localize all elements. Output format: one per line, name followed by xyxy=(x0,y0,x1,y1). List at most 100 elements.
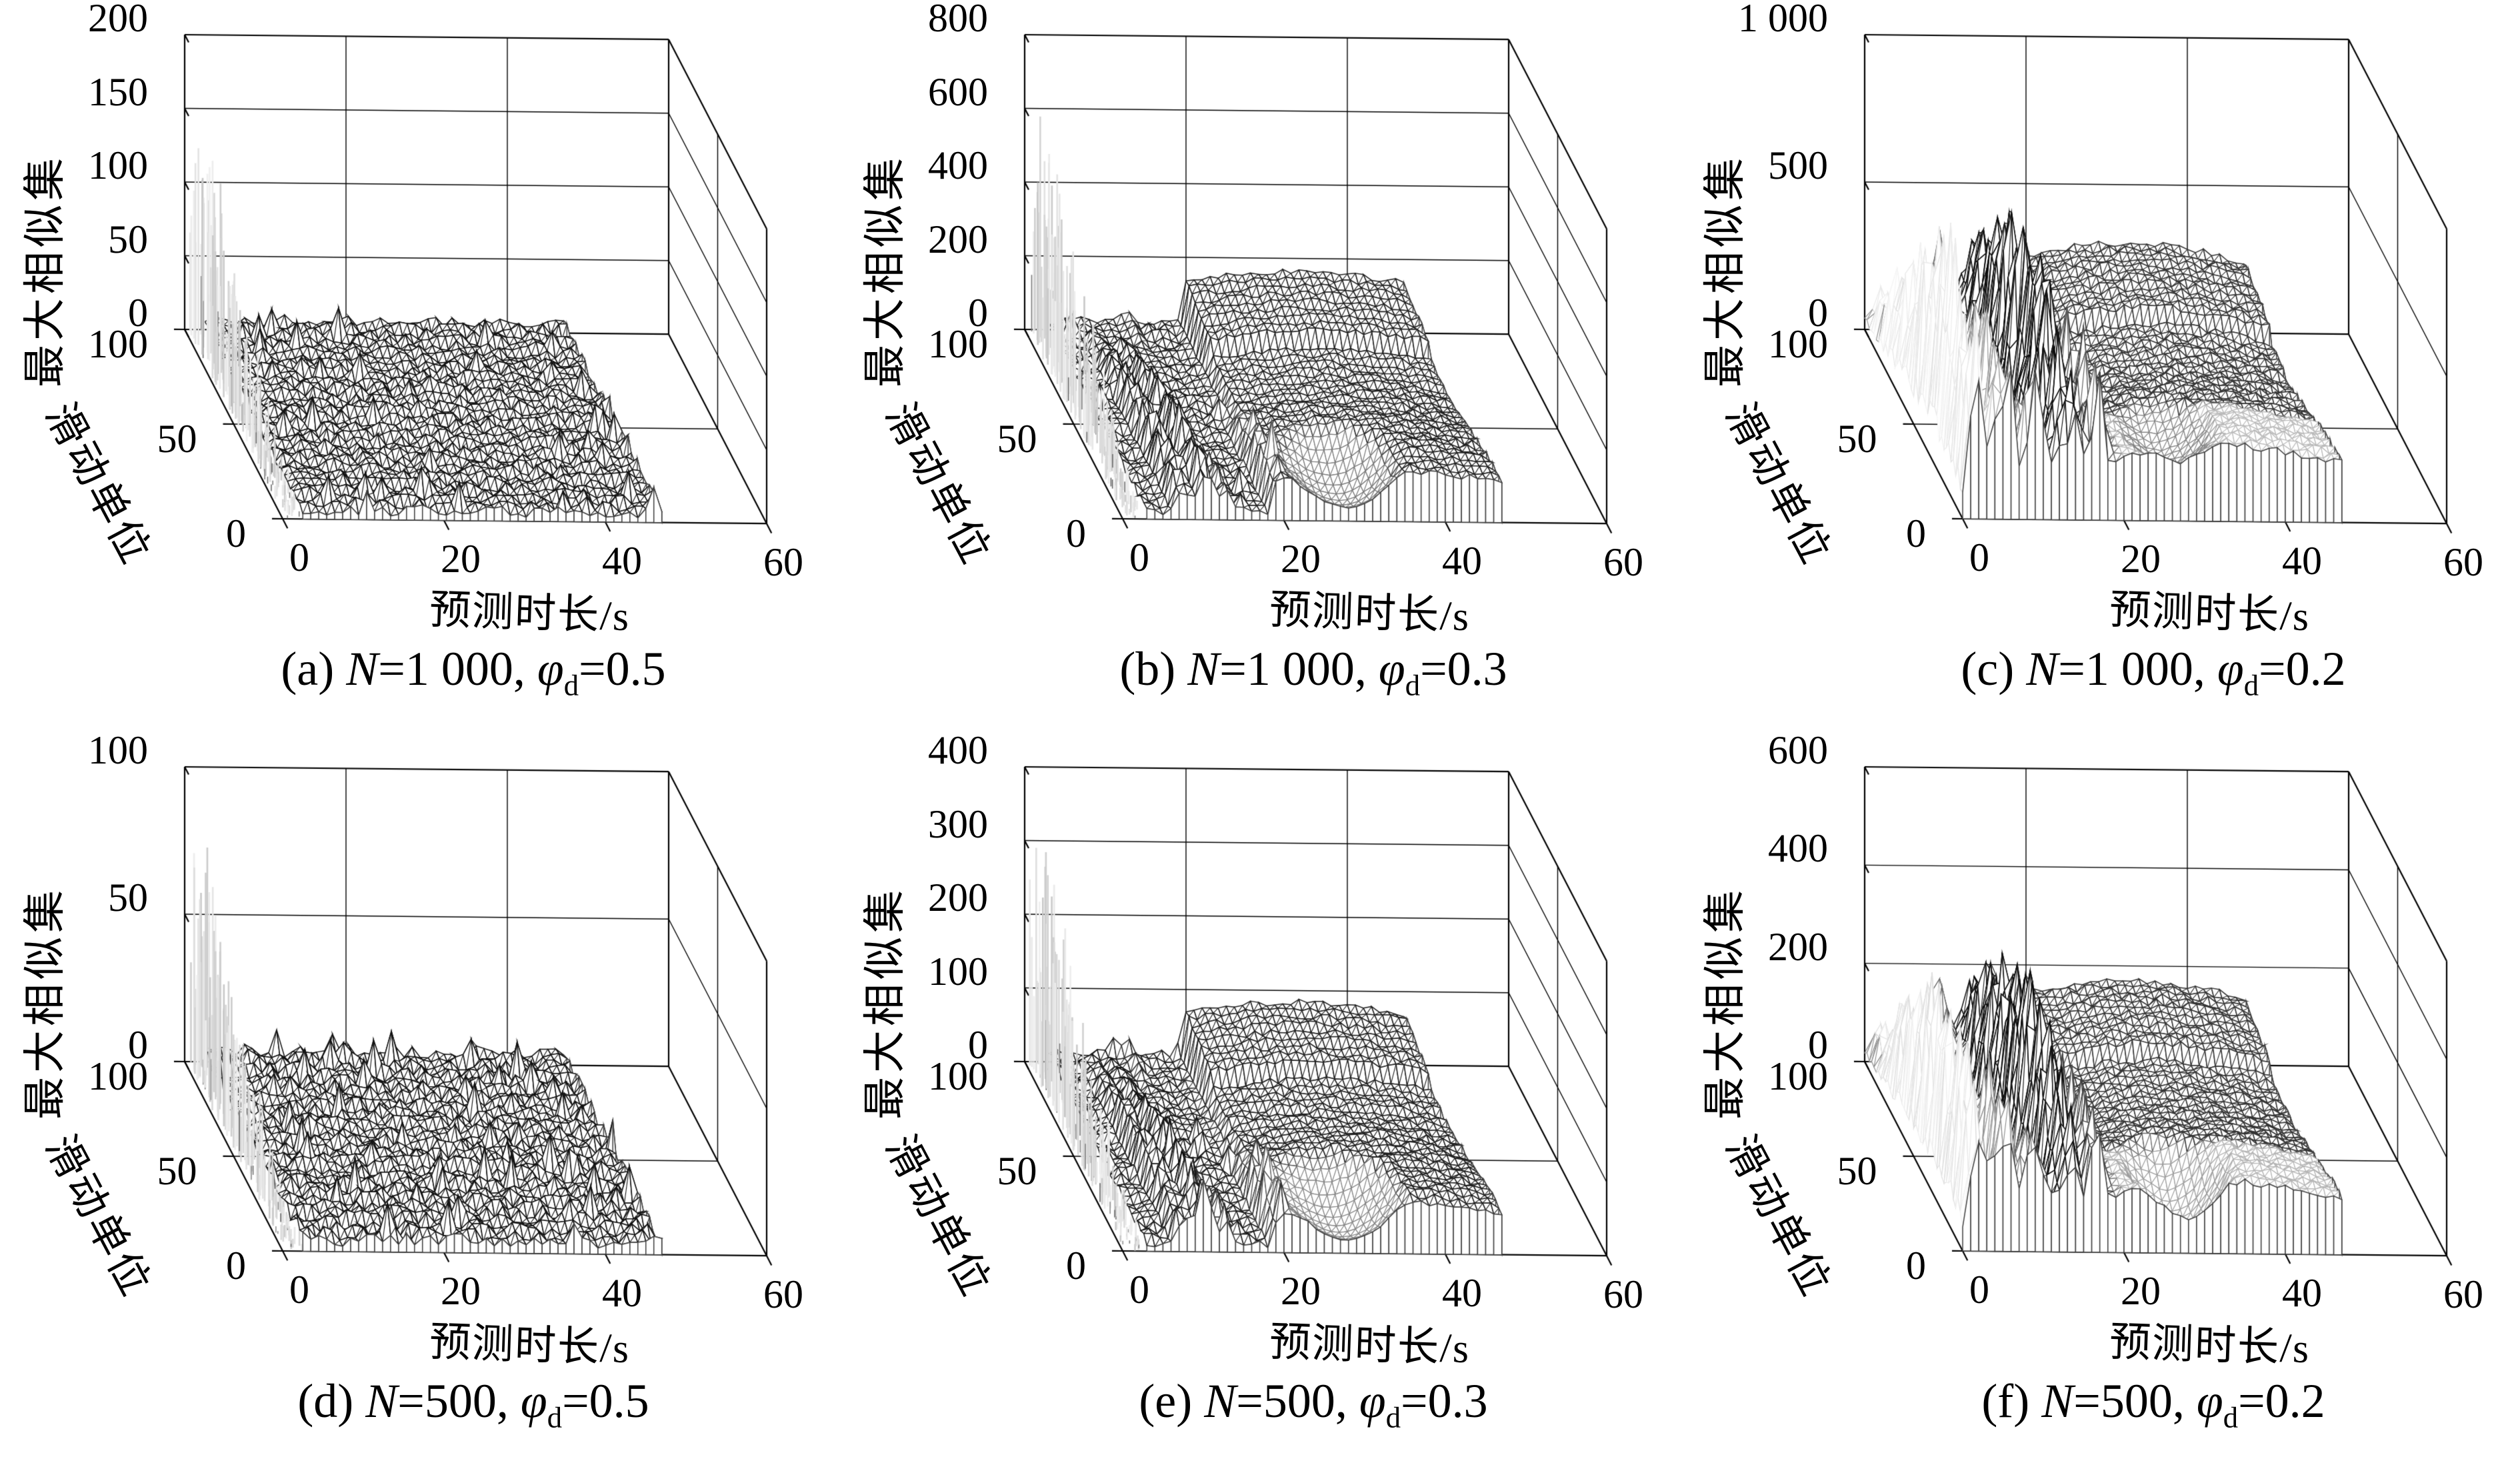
subplot-caption: (d) N=500, φd=0.5 xyxy=(297,1374,649,1434)
z-tick-label: 200 xyxy=(1768,924,1828,969)
z-tick-label: 600 xyxy=(1768,732,1828,772)
caption-var-n: N xyxy=(1187,642,1220,695)
z-tick-label: 400 xyxy=(1768,826,1828,871)
surface-plot-canvas xyxy=(0,0,840,707)
z-tick-label: 1 000 xyxy=(1738,0,1828,40)
z-tick-label: 100 xyxy=(88,143,148,187)
caption-var-phi: φ xyxy=(537,642,564,695)
subplot-c: 0 20 40 60 0 50 100 0 500 1 000 最大相似集 滑动单位 预测时长/s… xyxy=(1680,0,2520,732)
z-tick-label: 300 xyxy=(928,802,988,846)
caption-var-phi: φ xyxy=(2217,642,2244,695)
y-tick-label: 100 xyxy=(88,322,148,366)
z-tick-label: 200 xyxy=(928,876,988,920)
x-tick-label: 40 xyxy=(2282,1270,2322,1315)
surface-plot-canvas xyxy=(1680,732,2520,1439)
subplot-caption: (f) N=500, φd=0.2 xyxy=(1981,1374,2325,1434)
subplot-f: 0 20 40 60 0 50 100 0 200 400 600 最大相似集 滑动单位 预测时长/… xyxy=(1680,732,2520,1465)
x-tick-label: 60 xyxy=(1603,540,1643,585)
z-tick-label: 50 xyxy=(108,876,148,920)
subplot-caption: (c) N=1 000, φd=0.2 xyxy=(1961,642,2346,702)
y-tick-label: 0 xyxy=(1906,511,1926,555)
y-tick-label: 50 xyxy=(157,417,197,461)
caption-phi-subscript: d xyxy=(2243,668,2259,702)
subplot-d: 0 20 40 60 0 50 100 0 50 100 最大相似集 滑动单位 预测时长/s (d… xyxy=(0,732,840,1465)
z-tick-label: 0 xyxy=(1808,1023,1828,1067)
caption-index: (d) xyxy=(297,1374,366,1428)
caption-var-n: N xyxy=(1204,1374,1237,1428)
z-tick-label: 50 xyxy=(108,217,148,261)
x-tick-label: 20 xyxy=(441,1269,481,1314)
y-tick-label: 100 xyxy=(1768,1054,1828,1098)
y-tick-label: 0 xyxy=(1906,1244,1926,1288)
z-tick-label: 200 xyxy=(88,0,148,40)
y-tick-label: 50 xyxy=(997,1149,1037,1193)
caption-var-n: N xyxy=(365,1374,398,1428)
subplot-caption: (b) N=1 000, φd=0.3 xyxy=(1119,642,1507,702)
y-tick-label: 50 xyxy=(157,1149,197,1193)
z-tick-label: 150 xyxy=(88,69,148,114)
x-tick-label: 20 xyxy=(2121,537,2161,581)
caption-var-n: N xyxy=(2041,1374,2074,1428)
z-tick-label: 100 xyxy=(928,949,988,994)
caption-var-phi: φ xyxy=(1378,642,1405,695)
surface-plot-canvas xyxy=(840,732,1680,1439)
x-tick-label: 0 xyxy=(1129,1268,1149,1312)
x-tick-label: 0 xyxy=(1969,535,1989,579)
x-tick-label: 0 xyxy=(289,1268,309,1312)
caption-var-phi: φ xyxy=(1359,1374,1386,1428)
x-tick-label: 40 xyxy=(602,1270,642,1315)
caption-phi-subscript: d xyxy=(563,668,579,702)
caption-var-n: N xyxy=(2026,642,2059,695)
x-tick-label: 20 xyxy=(2121,1269,2161,1314)
caption-phi-subscript: d xyxy=(2223,1400,2239,1434)
y-tick-label: 0 xyxy=(1066,511,1086,555)
x-tick-label: 40 xyxy=(2282,538,2322,583)
x-tick-label: 40 xyxy=(1442,1270,1482,1315)
y-tick-label: 100 xyxy=(928,322,988,366)
caption-index: (b) xyxy=(1119,642,1188,695)
caption-var-phi: φ xyxy=(520,1374,547,1428)
subplot-b: 0 20 40 60 0 50 100 0 200 400 600 800 最大相似集 滑动单位 预测… xyxy=(840,0,1680,732)
x-tick-label: 20 xyxy=(1281,537,1321,581)
x-tick-label: 0 xyxy=(1969,1268,1989,1312)
surface-plot-canvas xyxy=(840,0,1680,707)
surface-plot-canvas xyxy=(1680,0,2520,707)
x-tick-label: 40 xyxy=(602,538,642,583)
z-tick-label: 0 xyxy=(968,291,988,335)
z-tick-label: 0 xyxy=(128,1023,148,1067)
y-tick-label: 50 xyxy=(997,417,1037,461)
x-tick-label: 40 xyxy=(1442,538,1482,583)
y-tick-label: 100 xyxy=(88,1054,148,1098)
x-tick-label: 60 xyxy=(2443,1272,2483,1317)
subplot-caption: (e) N=500, φd=0.3 xyxy=(1139,1374,1488,1434)
z-tick-label: 500 xyxy=(1768,143,1828,187)
caption-index: (c) xyxy=(1961,642,2027,695)
caption-phi-subscript: d xyxy=(1385,1400,1401,1434)
x-tick-label: 60 xyxy=(2443,540,2483,585)
x-tick-label: 0 xyxy=(289,535,309,579)
x-tick-label: 20 xyxy=(441,537,481,581)
z-tick-label: 0 xyxy=(1808,291,1828,335)
x-tick-label: 60 xyxy=(763,1272,803,1317)
caption-index: (e) xyxy=(1139,1374,1205,1428)
caption-var-n: N xyxy=(346,642,379,695)
y-tick-label: 100 xyxy=(1768,322,1828,366)
x-tick-label: 20 xyxy=(1281,1269,1321,1314)
x-tick-label: 60 xyxy=(1603,1272,1643,1317)
y-tick-label: 50 xyxy=(1837,1149,1877,1193)
y-tick-label: 0 xyxy=(226,511,246,555)
caption-index: (a) xyxy=(281,642,347,695)
subplot-a: 0 20 40 60 0 50 100 0 50 100 150 200 最大相似集 滑动单位 预测时… xyxy=(0,0,840,732)
subplot-caption: (a) N=1 000, φd=0.5 xyxy=(281,642,666,702)
surface-plot-canvas xyxy=(0,732,840,1439)
subplot-e: 0 20 40 60 0 50 100 0 100 200 300 400 最大相似集 滑动单位 预测… xyxy=(840,732,1680,1465)
z-tick-label: 400 xyxy=(928,143,988,187)
x-tick-label: 0 xyxy=(1129,535,1149,579)
z-tick-label: 200 xyxy=(928,217,988,261)
caption-phi-subscript: d xyxy=(1405,668,1421,702)
caption-phi-subscript: d xyxy=(547,1400,563,1434)
z-tick-label: 0 xyxy=(968,1023,988,1067)
y-tick-label: 50 xyxy=(1837,417,1877,461)
z-tick-label: 800 xyxy=(928,0,988,40)
